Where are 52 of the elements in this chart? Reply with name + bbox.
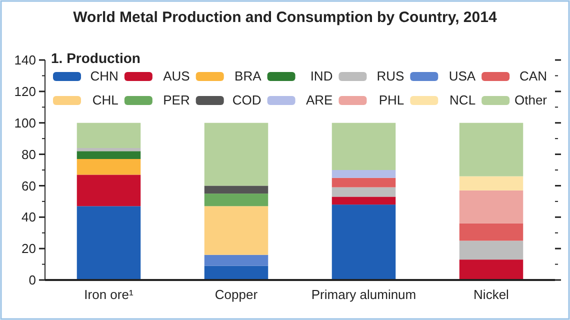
- y-tick-label: 80: [22, 146, 36, 162]
- bar: [76, 174, 141, 206]
- y-tick-label: 0: [28, 272, 36, 288]
- x-tick-label: Iron ore¹: [84, 287, 134, 302]
- bar: [459, 240, 524, 260]
- chart-subtitle: 1. Production: [51, 50, 140, 66]
- bar: [332, 187, 396, 197]
- bar: [459, 190, 524, 224]
- legend-label: PHL: [378, 92, 404, 108]
- bar: [332, 196, 396, 205]
- x-tick-label: Primary aluminum: [311, 287, 416, 302]
- bar: [204, 186, 268, 194]
- chart-title: World Metal Production and Consumption by Country, 2014: [73, 9, 498, 26]
- bar: [332, 178, 396, 188]
- x-tick-label: Copper: [214, 287, 258, 302]
- bar: [204, 266, 268, 280]
- y-tick-label: 20: [22, 241, 36, 256]
- legend-label: Other: [514, 92, 548, 108]
- legend-label: RUS: [376, 68, 404, 84]
- y-tick-label: 140: [14, 52, 36, 68]
- bar: [332, 170, 396, 178]
- legend-label: AUS: [163, 68, 190, 84]
- bar: [204, 254, 268, 266]
- bar: [76, 148, 141, 152]
- bar: [76, 159, 141, 175]
- legend-label: COD: [232, 92, 262, 108]
- bar: [459, 223, 524, 241]
- bar: [204, 122, 268, 186]
- y-tick-label: 100: [14, 115, 36, 130]
- bar: [204, 194, 268, 206]
- x-tick-label: Nickel: [474, 287, 510, 302]
- bar: [76, 151, 141, 159]
- legend-label: CAN: [520, 68, 547, 84]
- legend-label: PER: [163, 92, 190, 108]
- y-tick-label: 120: [14, 84, 36, 99]
- legend-label: BRA: [234, 68, 262, 84]
- bar: [332, 204, 396, 280]
- legend-label: USA: [448, 68, 476, 84]
- legend-label: IND: [310, 68, 333, 84]
- bar: [459, 122, 524, 176]
- bar: [332, 122, 396, 170]
- legend-label: CHN: [90, 68, 118, 84]
- bar: [76, 206, 141, 280]
- bar: [459, 176, 524, 190]
- legend-label: ARE: [306, 92, 334, 108]
- legend-label: NCL: [450, 92, 476, 108]
- y-tick-label: 40: [22, 210, 36, 225]
- bar: [204, 206, 268, 255]
- bar: [459, 260, 524, 280]
- y-tick-label: 60: [22, 178, 36, 194]
- bar: [76, 122, 141, 148]
- legend-label: CHL: [92, 92, 118, 108]
